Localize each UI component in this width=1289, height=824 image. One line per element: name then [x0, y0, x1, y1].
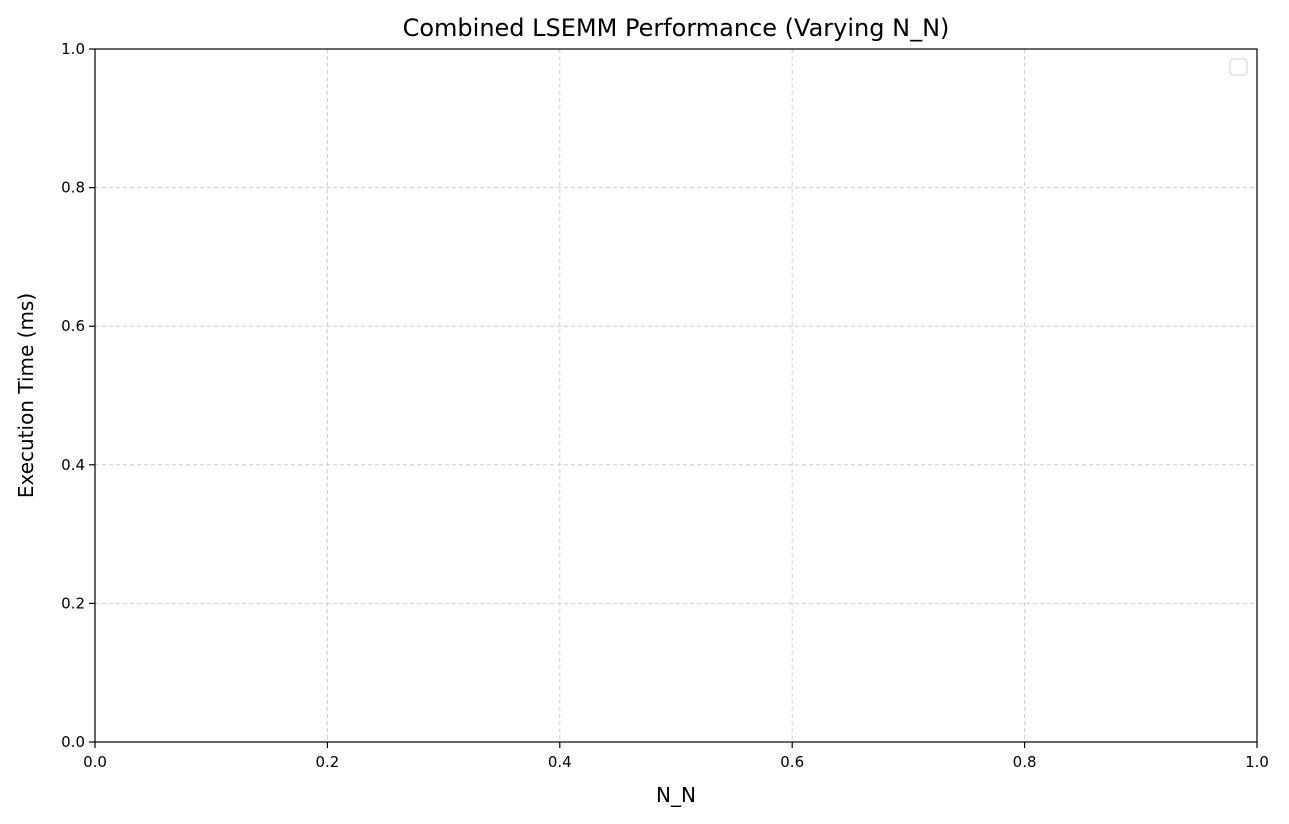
- y-tick-label: 0.2: [61, 594, 85, 612]
- x-axis-label: N_N: [656, 783, 696, 807]
- x-axis: 0.0 0.2 0.4 0.6 0.8 1.0: [83, 742, 1269, 771]
- y-axis: 0.0 0.2 0.4 0.6 0.8 1.0: [61, 40, 95, 751]
- y-tick-label: 0.8: [61, 179, 85, 197]
- x-tick-label: 0.4: [548, 753, 572, 771]
- legend-box: [1229, 58, 1248, 76]
- x-tick-label: 0.2: [315, 753, 339, 771]
- y-axis-label: Execution Time (ms): [14, 293, 38, 498]
- y-tick-label: 0.0: [61, 733, 85, 751]
- x-tick-label: 1.0: [1245, 753, 1269, 771]
- plot-frame: [94, 48, 1258, 743]
- y-tick-label: 0.4: [61, 456, 85, 474]
- chart-title: Combined LSEMM Performance (Varying N_N): [403, 14, 950, 42]
- x-tick-label: 0.8: [1013, 753, 1037, 771]
- grid: [95, 49, 1257, 742]
- x-tick-label: 0.0: [83, 753, 107, 771]
- y-tick-label: 0.6: [61, 317, 85, 335]
- y-tick-label: 1.0: [61, 40, 85, 58]
- x-tick-label: 0.6: [780, 753, 804, 771]
